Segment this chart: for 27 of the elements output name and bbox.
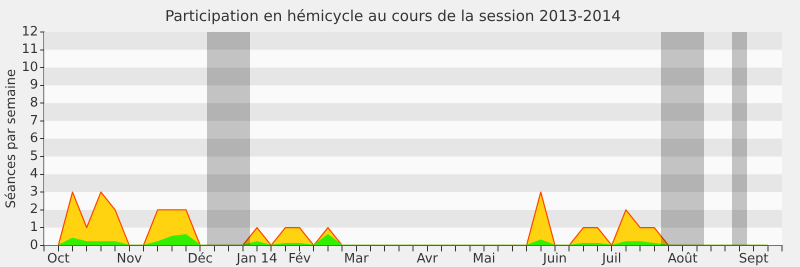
y-tick-label: 10 [22, 60, 38, 75]
x-tick-label: Mar [344, 252, 370, 267]
y-tick-label: 12 [22, 24, 38, 40]
y-tick-label: 5 [30, 148, 38, 164]
y-tick-label: 6 [30, 131, 38, 146]
chart-title: Participation en hémicycle au cours de la session 2013-2014 [165, 6, 621, 25]
y-tick-label: 2 [30, 202, 38, 218]
x-tick-label: Juin [542, 252, 567, 267]
y-tick-label: 0 [30, 238, 38, 253]
y-tick-label: 1 [30, 220, 38, 235]
x-tick-label: Sept [738, 252, 768, 267]
x-tick-label: Août [668, 252, 698, 267]
x-tick-label: Juil [601, 252, 622, 267]
x-tick-label: Fév [288, 252, 312, 267]
x-tick-label: Avr [416, 252, 438, 267]
x-tick-label: Oct [47, 252, 70, 267]
y-tick-label: 11 [22, 42, 38, 58]
x-tick-label: Nov [116, 252, 142, 267]
y-tick-label: 8 [30, 96, 38, 111]
y-tick-label: 7 [30, 113, 38, 128]
y-tick-label: 3 [30, 184, 38, 200]
y-axis-title: Séances par semaine [4, 68, 20, 208]
x-tick-label: Déc [188, 252, 213, 267]
x-tick-label: Jan 14 [236, 252, 278, 267]
y-tick-label: 4 [30, 166, 38, 182]
y-tick-label: 9 [30, 78, 38, 93]
x-tick-label: Mai [472, 252, 496, 267]
